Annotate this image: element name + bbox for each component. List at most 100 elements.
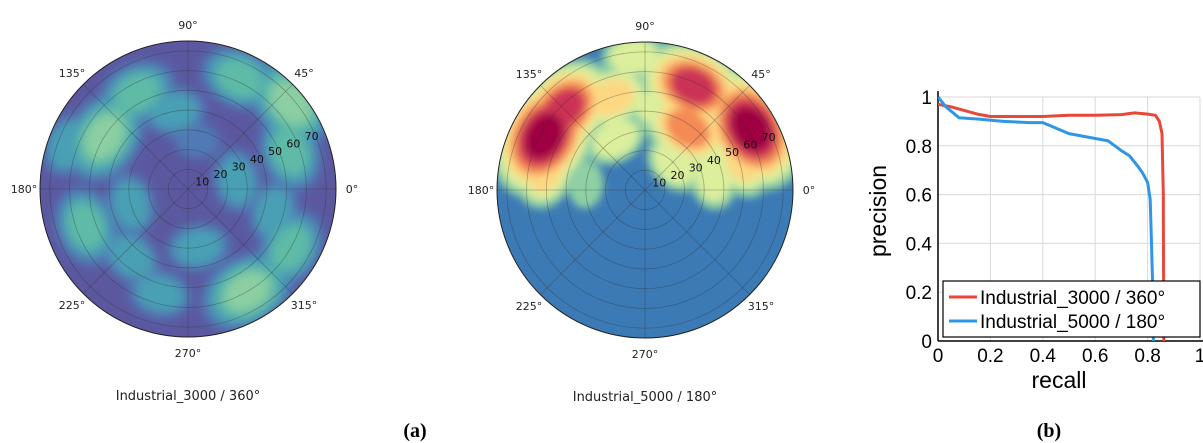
- ring-tick-50: 50: [725, 146, 739, 159]
- density-blob-8-level-1: [109, 236, 153, 278]
- grid-spoke-135: [540, 85, 646, 191]
- angle-tick-6: 270°: [632, 348, 659, 361]
- pr-y-tick-0.6: 0.6: [906, 186, 932, 207]
- density-blob-15-level-1: [174, 229, 222, 266]
- pr-x-tick-0.6: 0.6: [1082, 346, 1108, 367]
- polar-density-chart-a: 0° 45° 90° 135° 180° 225° 270° 315° 10 20 30 40 50 6…: [11, 19, 359, 404]
- grid-ring-30: [128, 129, 248, 249]
- density-blob-13-level-1: [218, 156, 255, 205]
- angle-tick-1: 45°: [751, 68, 771, 81]
- polar-a-frame: [39, 40, 337, 338]
- panel-label-b: (b): [1037, 420, 1061, 442]
- density-blob-0-level-3: [84, 114, 124, 159]
- ring-tick-60: 60: [286, 138, 300, 151]
- ring-tick-40: 40: [707, 154, 721, 167]
- pr-x-tick-0.4: 0.4: [1030, 346, 1057, 367]
- density-blob-0-level-5: [524, 113, 564, 159]
- density-blob-12-level-1: [255, 188, 292, 236]
- angle-tick-0: 0°: [346, 183, 359, 196]
- density-blob-7-level-2: [67, 203, 105, 250]
- angle-tick-5: 225°: [516, 300, 543, 313]
- grid-spoke-315: [187, 188, 293, 294]
- grid-spoke-45: [644, 85, 750, 191]
- grid-ring-70: [506, 51, 784, 329]
- density-blob-14-level-0: [172, 122, 221, 159]
- pr-y-tick-0: 0: [921, 332, 932, 353]
- density-blob-4-level-1: [593, 119, 638, 159]
- polar-b-grid: [497, 42, 793, 338]
- ring-tick-10: 10: [652, 176, 666, 189]
- angle-tick-5: 225°: [59, 299, 86, 312]
- grid-ring-10: [167, 168, 209, 210]
- angle-tick-2: 90°: [178, 19, 198, 32]
- grid-ring-50: [545, 90, 745, 290]
- pr-series-line-0: [938, 102, 1166, 341]
- density-blob-1-level-2: [114, 74, 160, 113]
- grid-ring-60: [526, 71, 764, 309]
- pr-y-tick-0.2: 0.2: [906, 283, 932, 304]
- pr-y-tick-labels: 0 0.2 0.4 0.6 0.8 1: [906, 88, 933, 353]
- grid-ring-20: [148, 149, 228, 229]
- grid-spoke-135: [83, 84, 189, 190]
- ring-tick-40: 40: [250, 153, 264, 166]
- pr-legend-entry-industrial-3000: Industrial_3000 / 360°: [980, 288, 1165, 309]
- density-blob-16-level-1: [112, 180, 149, 228]
- ring-tick-60: 60: [743, 139, 757, 152]
- grid-ring-30: [585, 130, 705, 250]
- pr-x-tick-0.2: 0.2: [977, 346, 1003, 367]
- density-blob-3-level-2: [216, 59, 263, 97]
- grid-ring-40: [565, 110, 725, 270]
- precision-recall-chart: 0 0.2 0.4 0.6 0.8 1 0 0.2 0.4 0.6 0.8 1 recall pre…: [865, 88, 1203, 393]
- pr-series-line-1: [938, 96, 1155, 341]
- polar-b-frame: [496, 41, 794, 339]
- density-blob-5-level-4: [670, 67, 717, 106]
- polar-density-chart-b: 0° 45° 90° 135° 180° 225° 270° 315° 10 20 30 40 50 6…: [468, 20, 816, 405]
- angle-tick-7: 315°: [748, 300, 775, 313]
- density-blob-8-level-5: [731, 106, 771, 152]
- polar-a-caption: Industrial_3000 / 360°: [116, 389, 261, 404]
- grid-ring-40: [108, 109, 268, 269]
- angle-tick-4: 180°: [468, 184, 495, 197]
- polar-b-ring-labels: 10 20 30 40 50 60 70: [652, 131, 775, 189]
- grid-spoke-315: [644, 189, 750, 295]
- pr-y-tick-1: 1: [921, 88, 932, 109]
- polar-a-grid: [40, 41, 336, 337]
- ring-tick-70: 70: [305, 130, 319, 143]
- ring-tick-30: 30: [232, 160, 246, 173]
- density-blob-11-level-1: [609, 42, 658, 74]
- pr-y-axis-label: precision: [865, 165, 891, 257]
- polar-a-ring-labels: 10 20 30 40 50 60 70: [195, 130, 318, 188]
- polar-b-angle-labels: 0° 45° 90° 135° 180° 225° 270° 315°: [468, 20, 816, 361]
- density-blob-13-level-1: [695, 154, 731, 202]
- pr-y-tick-0.8: 0.8: [906, 137, 932, 158]
- angle-tick-0: 0°: [803, 184, 816, 197]
- density-blob-6-level-3: [666, 108, 710, 149]
- ring-tick-20: 20: [670, 169, 684, 182]
- angle-tick-2: 90°: [635, 20, 655, 33]
- pr-x-tick-labels: 0 0.2 0.4 0.6 0.8 1: [933, 346, 1203, 367]
- angle-tick-3: 135°: [516, 68, 543, 81]
- polar-a-density-blobs: [42, 45, 333, 332]
- grid-ring-10: [624, 169, 666, 211]
- density-blob-5-level-2: [271, 128, 309, 175]
- grid-ring-60: [69, 70, 307, 308]
- grid-ring-70: [49, 50, 327, 328]
- polar-b-density-blobs: [497, 42, 793, 210]
- ring-tick-20: 20: [213, 168, 227, 181]
- pr-legend-entry-industrial-5000: Industrial_5000 / 180°: [980, 312, 1165, 333]
- grid-spoke-225: [540, 189, 646, 295]
- grid-ring-20: [605, 150, 685, 230]
- angle-tick-3: 135°: [59, 67, 86, 80]
- density-blob-10-level-3: [224, 272, 270, 311]
- ring-tick-50: 50: [268, 145, 282, 158]
- pr-legend-box: [942, 280, 1201, 338]
- pr-y-tick-0.4: 0.4: [906, 234, 933, 255]
- angle-tick-1: 45°: [294, 67, 314, 80]
- pr-x-tick-0.8: 0.8: [1134, 346, 1160, 367]
- angle-tick-4: 180°: [11, 183, 38, 196]
- grid-spoke-45: [187, 84, 293, 190]
- angle-tick-7: 315°: [291, 299, 318, 312]
- pr-x-tick-0: 0: [933, 346, 944, 367]
- density-blob-3-level-2: [588, 78, 635, 116]
